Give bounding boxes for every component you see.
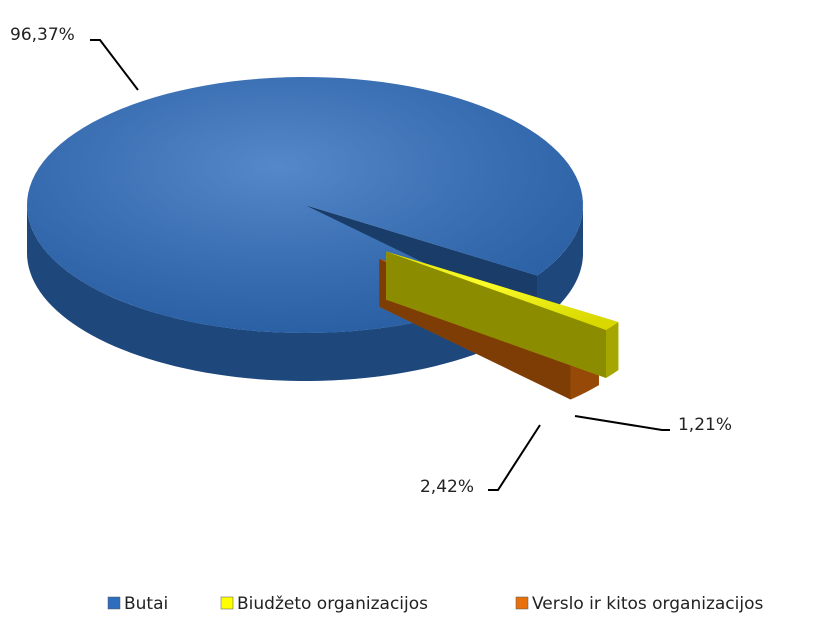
slice-side-shade bbox=[605, 322, 619, 379]
slice-face-shade bbox=[386, 251, 606, 379]
data-label: 2,42% bbox=[420, 477, 474, 497]
leader-line bbox=[574, 415, 670, 431]
slice-side bbox=[605, 322, 619, 379]
data-label: 1,21% bbox=[678, 415, 732, 435]
leader-line bbox=[90, 39, 139, 91]
leader-line bbox=[488, 424, 541, 491]
legend-swatch bbox=[220, 596, 234, 610]
legend-swatch bbox=[107, 596, 121, 610]
legend-label: Verslo ir kitos organizacijos bbox=[532, 594, 763, 614]
slice-side-shade bbox=[537, 205, 583, 324]
legend-label: Biudžeto organizacijos bbox=[237, 594, 428, 614]
data-label: 96,37% bbox=[10, 25, 75, 45]
slice-shine bbox=[27, 77, 583, 333]
slice-face bbox=[386, 251, 606, 379]
slice-side bbox=[27, 205, 497, 381]
legend-label: Butai bbox=[124, 594, 168, 614]
slice-side-shade bbox=[27, 205, 497, 381]
slice-shine bbox=[386, 251, 619, 331]
slice-side bbox=[537, 205, 583, 324]
legend-swatch bbox=[515, 596, 529, 610]
